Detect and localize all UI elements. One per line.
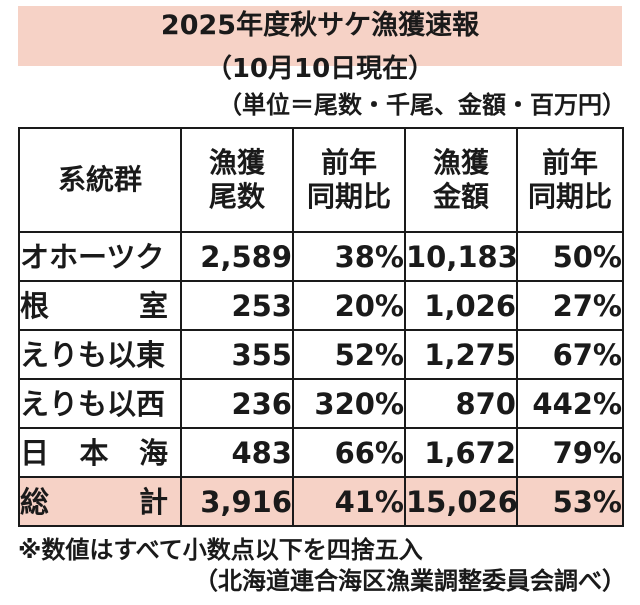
total-count-yoy-cell: 41% — [292, 476, 406, 527]
unit-note: （単位＝尾数・千尾、金額・百万円） — [218, 91, 626, 119]
row-name-nemuro: 根 室 — [18, 280, 182, 331]
catch-value-cell: 1,672 — [404, 427, 518, 478]
value-yoy-cell: 50% — [516, 231, 624, 282]
header-count-yoy: 前年 同期比 — [292, 127, 406, 233]
header-value-yoy-line1: 前年 — [541, 146, 598, 179]
row-name-char: 日 — [20, 435, 50, 470]
header-catch-count-line1: 漁獲 — [208, 146, 265, 179]
row-name-erimo-west: えりも以西 — [18, 378, 182, 429]
table-row: 日 本 海 483 66% 1,672 79% — [18, 427, 624, 478]
value-yoy-cell: 27% — [516, 280, 624, 331]
report-title: 2025年度秋サケ漁獲速報 — [160, 10, 480, 41]
total-row: 総 計 3,916 41% 15,026 53% — [18, 476, 624, 527]
catch-value-cell: 1,026 — [404, 280, 518, 331]
table-header-row: 系統群 漁獲 尾数 前年 同期比 漁獲 金額 前年 同期比 — [18, 127, 624, 233]
table-row: オホーツク 2,589 38% 10,183 50% — [18, 231, 624, 282]
catch-table: 系統群 漁獲 尾数 前年 同期比 漁獲 金額 前年 同期比 オホーツク 2,58… — [18, 127, 624, 527]
header-catch-value-line1: 漁獲 — [432, 146, 489, 179]
catch-value-cell: 870 — [404, 378, 518, 429]
header-catch-count-line2: 尾数 — [208, 180, 265, 213]
row-name-char: 総 — [20, 484, 50, 519]
count-yoy-cell: 66% — [292, 427, 406, 478]
total-catch-value-cell: 15,026 — [404, 476, 518, 527]
row-name-sea-of-japan: 日 本 海 — [18, 427, 182, 478]
catch-count-cell: 355 — [180, 329, 294, 380]
title-background — [18, 6, 622, 66]
row-name-char: 根 — [20, 288, 50, 323]
count-yoy-cell: 20% — [292, 280, 406, 331]
header-catch-value-line2: 金額 — [432, 180, 489, 213]
row-name-char: 計 — [138, 484, 168, 519]
row-name-char: 海 — [138, 435, 168, 470]
header-group: 系統群 — [18, 127, 182, 233]
count-yoy-cell: 320% — [292, 378, 406, 429]
catch-count-cell: 253 — [180, 280, 294, 331]
value-yoy-cell: 67% — [516, 329, 624, 380]
table-row: えりも以東 355 52% 1,275 67% — [18, 329, 624, 380]
row-name-total: 総 計 — [18, 476, 182, 527]
catch-count-cell: 2,589 — [180, 231, 294, 282]
catch-count-cell: 236 — [180, 378, 294, 429]
report-date: （10月10日現在） — [205, 54, 435, 84]
source-note: （北海道連合海区漁業調整委員会調べ） — [194, 567, 626, 595]
value-yoy-cell: 442% — [516, 378, 624, 429]
rounding-footnote: ※数値はすべて小数点以下を四捨五入 — [18, 536, 423, 564]
row-name-erimo-east: えりも以東 — [18, 329, 182, 380]
catch-value-cell: 10,183 — [404, 231, 518, 282]
catch-value-cell: 1,275 — [404, 329, 518, 380]
header-catch-count: 漁獲 尾数 — [180, 127, 294, 233]
header-catch-value: 漁獲 金額 — [404, 127, 518, 233]
value-yoy-cell: 79% — [516, 427, 624, 478]
header-value-yoy: 前年 同期比 — [516, 127, 624, 233]
row-name-char: 本 — [79, 435, 109, 470]
total-catch-count-cell: 3,916 — [180, 476, 294, 527]
count-yoy-cell: 38% — [292, 231, 406, 282]
header-group-label: 系統群 — [57, 163, 142, 196]
table-row: えりも以西 236 320% 870 442% — [18, 378, 624, 429]
header-count-yoy-line1: 前年 — [320, 146, 377, 179]
header-count-yoy-line2: 同期比 — [306, 180, 391, 213]
header-value-yoy-line2: 同期比 — [527, 180, 612, 213]
total-value-yoy-cell: 53% — [516, 476, 624, 527]
catch-count-cell: 483 — [180, 427, 294, 478]
table-row: 根 室 253 20% 1,026 27% — [18, 280, 624, 331]
row-name-char: 室 — [138, 288, 168, 323]
count-yoy-cell: 52% — [292, 329, 406, 380]
row-name-okhotsk: オホーツク — [18, 231, 182, 282]
